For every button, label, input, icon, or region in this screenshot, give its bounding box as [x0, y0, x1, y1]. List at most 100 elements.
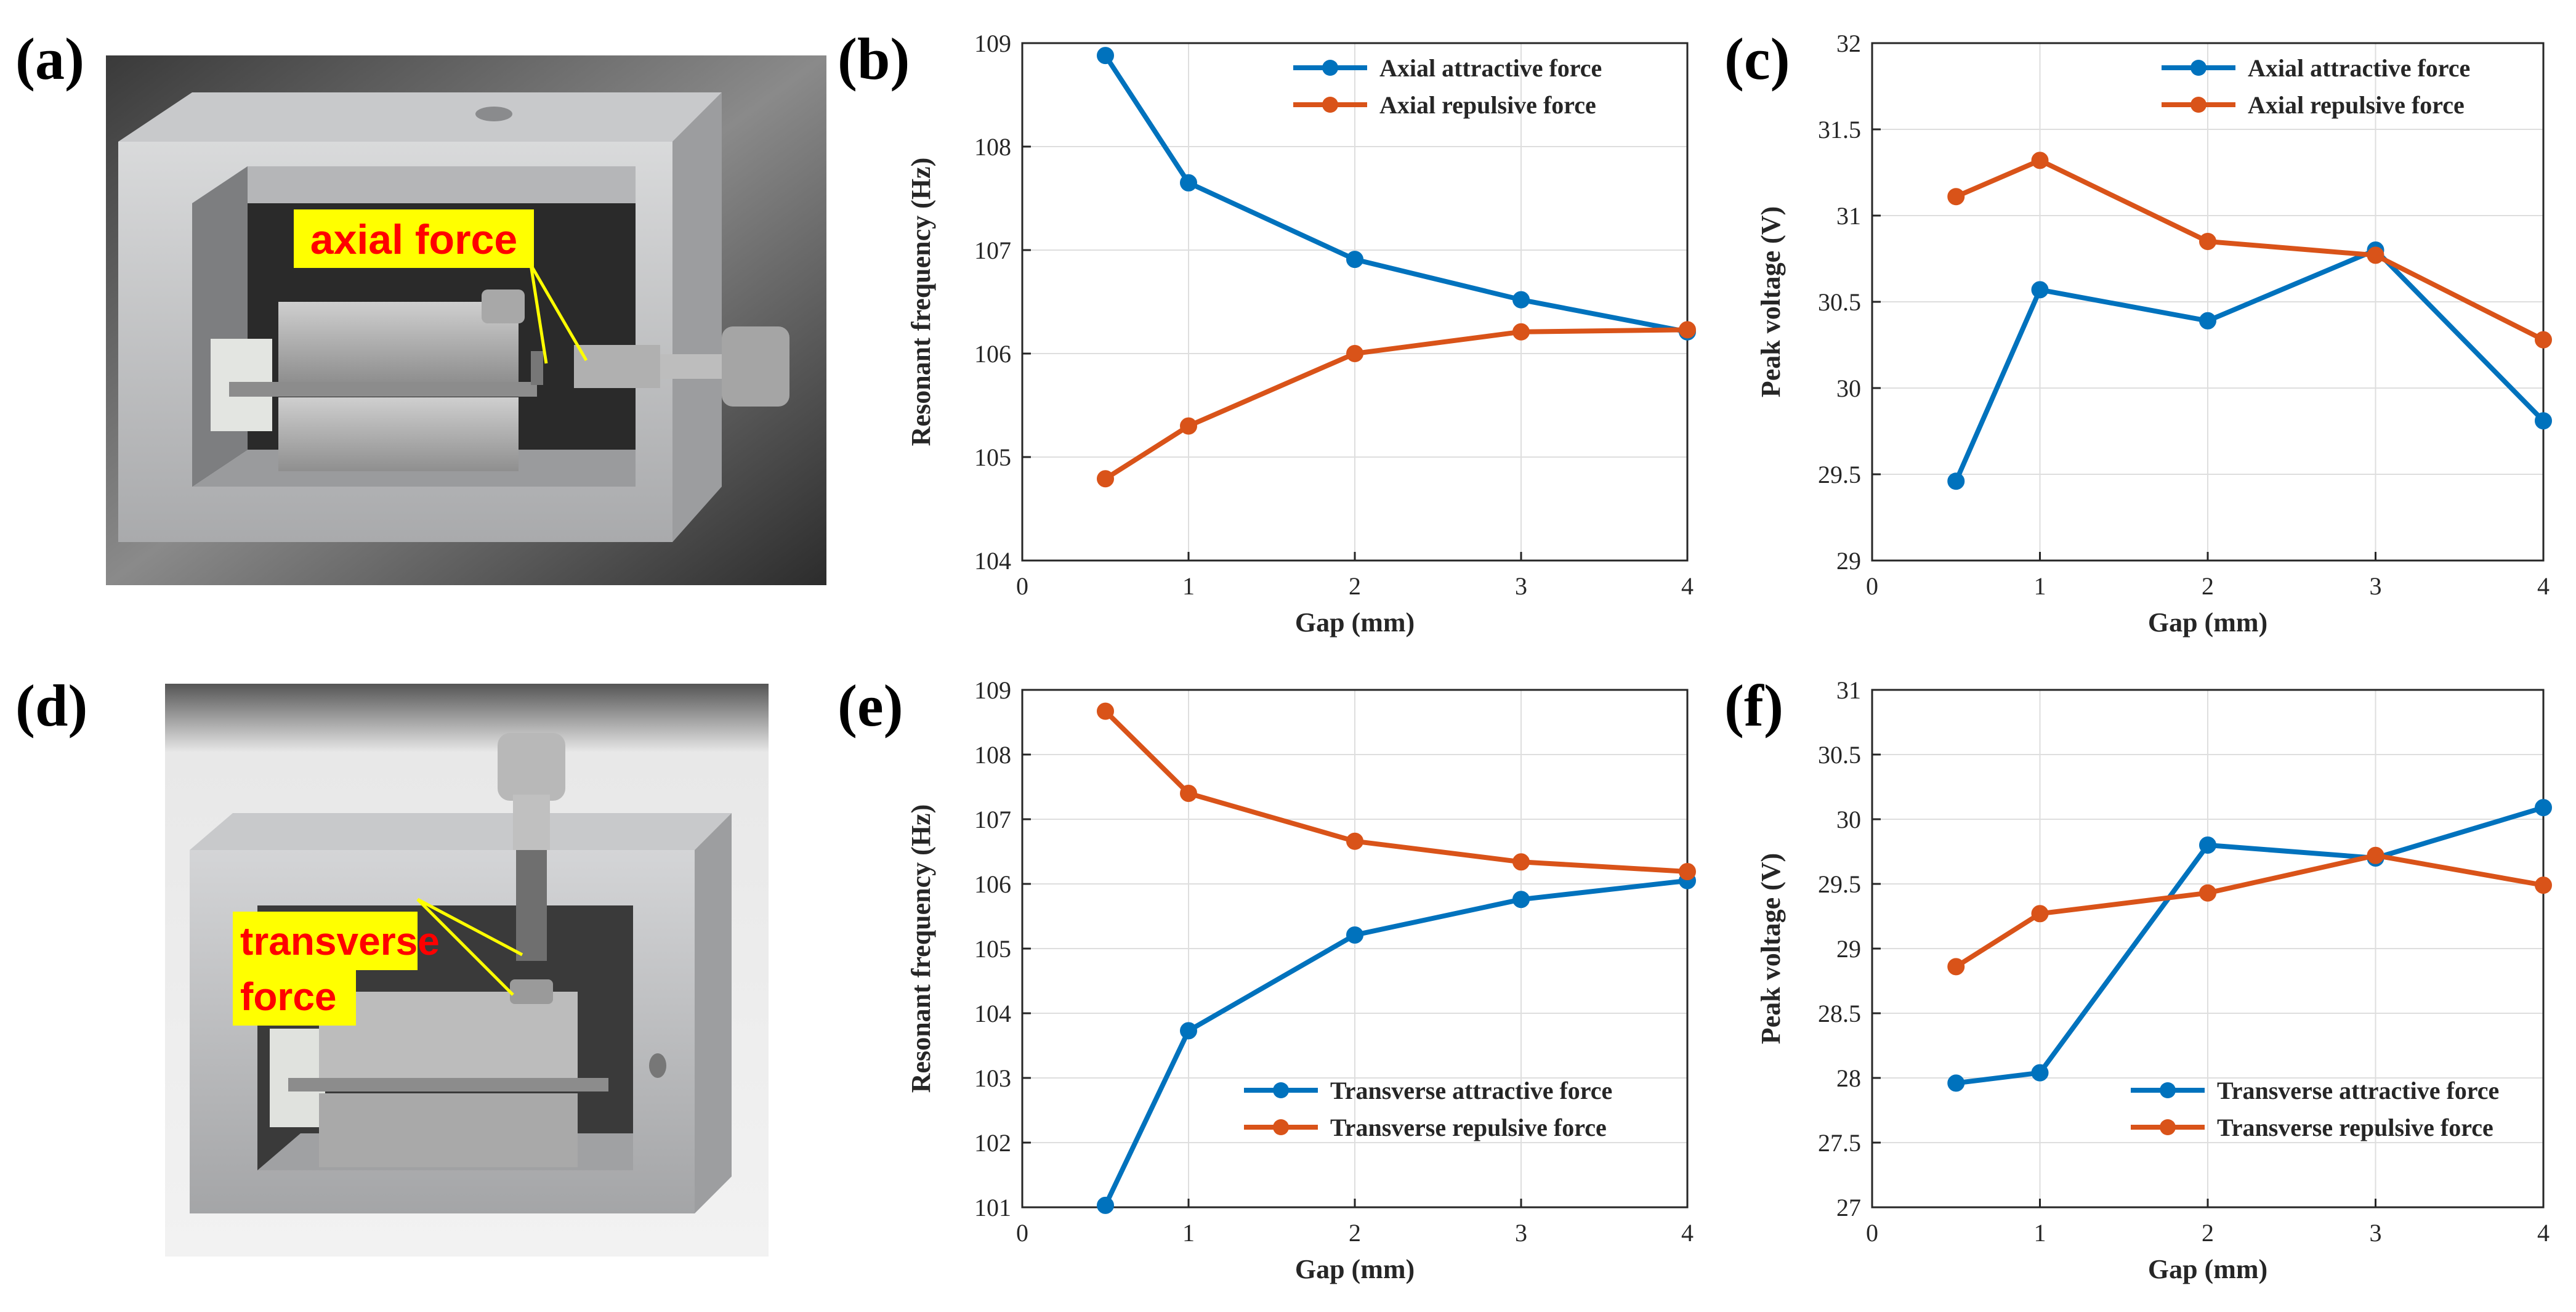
data-point-1-3 — [2367, 246, 2384, 264]
x-axis-label: Gap (mm) — [1295, 1254, 1415, 1284]
data-point-1-0 — [1947, 958, 1965, 976]
legend-label-0: Axial attractive force — [2248, 54, 2470, 82]
y-tick-label-3: 28.5 — [1818, 1000, 1861, 1027]
transverse-annotation-bg-2 — [233, 970, 356, 1026]
data-point-1-0 — [1097, 470, 1114, 488]
data-point-1-4 — [1679, 863, 1696, 881]
data-point-0-0 — [1947, 472, 1965, 490]
x-tick-label-3: 3 — [1515, 572, 1527, 600]
y-tick-label-2: 106 — [974, 340, 1011, 368]
y-tick-label-6: 30 — [1836, 806, 1861, 833]
y-tick-label-4: 29 — [1836, 935, 1861, 963]
magnet-left — [531, 351, 543, 385]
y-tick-label-5: 109 — [974, 30, 1011, 57]
x-axis-label: Gap (mm) — [2148, 1254, 2267, 1284]
transverse-annotation-line2: force — [240, 974, 337, 1019]
legend-marker-0 — [1273, 1082, 1289, 1098]
legend-marker-1 — [1273, 1119, 1289, 1135]
y-axis-label: Resonant frequency (Hz) — [906, 804, 936, 1093]
data-point-0-1 — [1180, 1022, 1197, 1040]
transverse-arrow-1 — [416, 897, 523, 957]
legend-label-0: Transverse attractive force — [2217, 1077, 2499, 1104]
data-point-0-0 — [1097, 1196, 1114, 1214]
bolt-thread — [574, 345, 660, 388]
data-point-0-0 — [1097, 47, 1114, 65]
chart-c-axial-voltage: 0 1 2 3 4 29 29.5 30 30.5 31 31.5 32 Gap (mm) Peak vo… — [1756, 30, 2552, 638]
chart-e-transverse-frequency: 0 1 2 3 4 101 102 103 104 105 106 107 108 109 Gap (mm)… — [906, 676, 1696, 1284]
screw-head — [498, 733, 565, 801]
frame-side-hole — [649, 1053, 666, 1078]
y-tick-label-5: 31.5 — [1818, 116, 1861, 144]
y-tick-label-4: 31 — [1836, 202, 1861, 230]
data-point-0-2 — [2199, 836, 2216, 854]
data-point-1-1 — [2031, 905, 2049, 923]
x-tick-label-0: 0 — [1016, 572, 1028, 600]
y-tick-label-0: 104 — [974, 547, 1011, 575]
legend-marker-0 — [2160, 1082, 2176, 1098]
legend-marker-1 — [2190, 97, 2207, 113]
screw-neck — [513, 795, 550, 850]
axial-fixture-illustration: axial force — [106, 55, 826, 585]
frame-top-face — [118, 92, 722, 142]
y-axis-label: Peak voltage (V) — [1756, 206, 1786, 397]
upper-block — [319, 992, 578, 1078]
y-tick-label-2: 103 — [974, 1064, 1011, 1092]
transverse-fixture-illustration: transverse force — [165, 684, 769, 1257]
y-tick-label-7: 108 — [974, 741, 1011, 769]
y-tick-label-1: 102 — [974, 1129, 1011, 1157]
chart-b-axial-frequency: 0 1 2 3 4 104 105 106 107 108 109 Gap (mm) Resonant … — [906, 30, 1696, 638]
screw-thread — [516, 850, 547, 961]
data-point-1-1 — [1180, 417, 1197, 435]
x-tick-label-1: 1 — [2034, 572, 2046, 600]
y-tick-label-7: 30.5 — [1818, 741, 1861, 769]
upper-block — [278, 302, 519, 382]
y-tick-label-5: 29.5 — [1818, 870, 1861, 898]
legend-label-1: Transverse repulsive force — [2217, 1114, 2493, 1141]
piezo-beam — [229, 382, 537, 397]
data-point-0-0 — [1947, 1074, 1965, 1092]
axial-arrow-1 — [529, 264, 548, 364]
frame-right-face — [695, 813, 732, 1213]
data-point-1-2 — [2199, 233, 2216, 250]
frame-top-face — [190, 813, 732, 850]
x-tick-label-2: 2 — [1349, 572, 1361, 600]
y-tick-label-0: 29 — [1836, 547, 1861, 575]
x-tick-label-0: 0 — [1866, 1219, 1878, 1247]
data-point-0-3 — [1512, 291, 1530, 309]
photo-axial-fixture: axial force — [106, 55, 826, 585]
legend-label-1: Axial repulsive force — [1379, 91, 1596, 119]
y-axis-label: Resonant frequency (Hz) — [906, 158, 936, 446]
data-point-1-4 — [2535, 877, 2552, 894]
top-screw-head — [482, 290, 525, 323]
x-tick-label-4: 4 — [1681, 1219, 1694, 1247]
panel-label-a: (a) — [15, 26, 84, 92]
y-tick-label-6: 32 — [1836, 30, 1861, 57]
data-point-1-2 — [2199, 884, 2216, 902]
data-point-1-3 — [1512, 323, 1530, 341]
data-point-1-2 — [1346, 345, 1363, 362]
legend-label-0: Axial attractive force — [1379, 54, 1602, 82]
transverse-arrow-2 — [416, 898, 514, 996]
data-point-0-2 — [2199, 312, 2216, 330]
x-tick-label-1: 1 — [1182, 1219, 1195, 1247]
legend-marker-1 — [2160, 1119, 2176, 1135]
x-tick-label-2: 2 — [2202, 1219, 2214, 1247]
frame-right-face — [672, 92, 722, 542]
axial-annotation-text: axial force — [310, 216, 517, 263]
data-point-1-0 — [1947, 188, 1965, 206]
data-point-0-2 — [1346, 251, 1363, 269]
data-point-0-1 — [2031, 281, 2049, 299]
bolt-head — [722, 326, 789, 407]
transverse-annotation-line1: transverse — [240, 919, 440, 963]
axial-arrow-2 — [529, 264, 588, 362]
x-tick-label-2: 2 — [2202, 572, 2214, 600]
x-axis-label: Gap (mm) — [1295, 607, 1415, 638]
x-tick-label-1: 1 — [2034, 1219, 2046, 1247]
bolt-shaft — [660, 354, 722, 379]
x-tick-label-0: 0 — [1866, 572, 1878, 600]
data-point-1-2 — [1346, 832, 1363, 850]
x-tick-label-3: 3 — [2370, 572, 2382, 600]
aluminum-frame — [190, 850, 695, 1213]
frame-hole — [475, 107, 512, 121]
data-point-1-3 — [2367, 846, 2384, 864]
